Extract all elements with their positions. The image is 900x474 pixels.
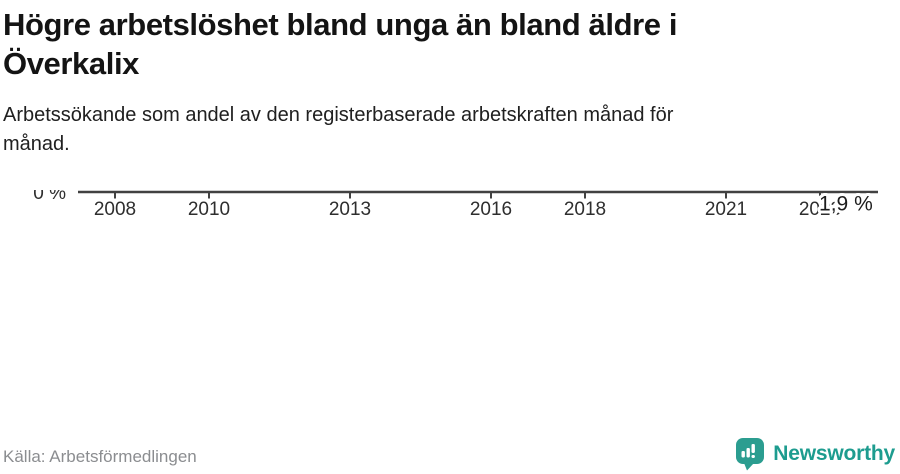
x-tick-label: 2018: [564, 199, 606, 220]
x-tick-label: 2010: [188, 199, 230, 220]
page-title-line2: Överkalix: [3, 46, 140, 81]
source-text: Källa: Arbetsförmedlingen: [3, 447, 197, 466]
page-title-line1: Högre arbetslöshet bland unga än bland ä…: [3, 7, 678, 42]
chart-subtitle: Arbetssökande som andel av den registerb…: [3, 101, 673, 159]
brand-name: Newsworthy: [773, 442, 895, 465]
x-tick-label: 2013: [329, 199, 371, 220]
page-title: Högre arbetslöshet bland unga än bland ä…: [3, 5, 677, 83]
x-tick-label: 2021: [705, 199, 747, 220]
chart-svg: 0 %10 %20 %30 %40 %200820102013201620182…: [33, 190, 878, 220]
x-tick-label: 2016: [470, 199, 512, 220]
x-tick-label: 2008: [94, 199, 136, 220]
chart-subtitle-line1: Arbetssökande som andel av den registerb…: [3, 104, 674, 126]
newsworthy-mark-icon: [736, 438, 765, 471]
brand-logo: Newsworthy: [735, 437, 895, 471]
x-tick-label: 2023: [799, 199, 841, 220]
chart-subtitle-line2: månad.: [3, 133, 70, 155]
y-tick-label: 0 %: [33, 190, 66, 204]
end-label-youth: 1,9 %: [819, 192, 873, 215]
